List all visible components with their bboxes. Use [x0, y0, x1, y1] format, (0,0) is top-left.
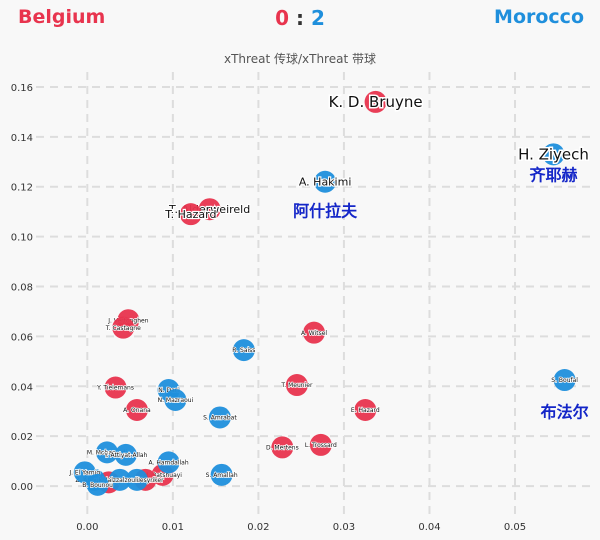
y-tick-label: 0.08 — [11, 283, 33, 294]
point-label: A. Hamdallah — [149, 459, 189, 466]
data-point — [95, 441, 118, 464]
point-label: J. El Yamiq — [68, 469, 100, 476]
data-point — [104, 376, 127, 399]
point-label: N. Dari — [158, 387, 179, 394]
y-tick-label: 0.06 — [11, 332, 33, 343]
data-point — [157, 451, 180, 474]
data-point — [125, 468, 148, 491]
data-point — [285, 374, 308, 397]
data-point — [198, 198, 221, 221]
point-label: M. Mohamedi — [87, 449, 128, 456]
point-label: L. Trossard — [305, 442, 337, 449]
data-point — [208, 406, 231, 429]
point-label: A. Onana — [123, 407, 151, 414]
data-point — [542, 143, 565, 166]
data-point — [108, 468, 131, 491]
point-label: A. Hakimi — [299, 176, 352, 189]
point-label: T. Hazard — [164, 208, 216, 221]
point-label: A. Witsel — [301, 330, 327, 337]
series-morocco: H. Ziyech A. Hakimi R. Saiss S. Boufal N. Da… — [68, 143, 590, 496]
data-point — [271, 436, 294, 459]
data-point — [86, 473, 109, 496]
data-point — [210, 463, 233, 486]
point-label: T. Meunier — [280, 382, 313, 389]
score-left: 0 — [275, 6, 290, 30]
score: 0 : 2 — [0, 6, 600, 30]
annotation-label: 齐耶赫 — [529, 166, 577, 185]
point-label: S. Amrabat — [203, 415, 237, 422]
x-tick-label: 0.04 — [418, 522, 440, 533]
x-tick-label: 0.01 — [162, 522, 184, 533]
data-point — [309, 433, 332, 456]
data-point — [364, 90, 387, 113]
point-label: N. Mazraoui — [158, 397, 194, 404]
data-point — [354, 398, 377, 421]
team-left-name: Belgium — [18, 6, 106, 28]
x-tick-label: 0.00 — [76, 522, 98, 533]
x-tick-label: 0.02 — [247, 522, 269, 533]
point-label: A. Ezzalzouli — [101, 477, 139, 484]
point-label: Y. Attiyat-Allah — [103, 452, 147, 459]
score-separator: : — [296, 6, 304, 30]
point-label: R. Saiss — [232, 347, 255, 354]
annotation-label: 布法尔 — [541, 402, 589, 421]
point-label: S. Boufal — [551, 377, 578, 384]
y-tick-label: 0.12 — [11, 183, 33, 194]
point-label: B. Bounou — [82, 482, 113, 489]
chart-subtitle: xThreat 传球/xThreat 带球 — [224, 52, 376, 66]
data-point — [314, 170, 337, 193]
point-label: M. Batshuayi — [143, 472, 182, 479]
point-label: T. Castagne — [105, 325, 141, 332]
data-point — [303, 321, 325, 344]
point-label: H. Ziyech — [518, 146, 589, 164]
data-point — [232, 339, 255, 362]
y-tick-label: 0.16 — [11, 83, 33, 94]
point-label: S. Amallah — [206, 472, 238, 479]
team-right-name: Morocco — [494, 6, 584, 28]
data-point — [164, 389, 187, 412]
point-label: E. Hazard — [351, 407, 380, 414]
point-label: D. Mertens — [266, 445, 299, 452]
annotation-label: 阿什拉夫 — [293, 202, 358, 221]
point-label: Meunier — [97, 479, 122, 486]
point-label: K. D. Bruyne — [329, 93, 423, 111]
data-point — [112, 316, 135, 339]
data-point — [125, 398, 148, 421]
data-point — [179, 203, 202, 226]
x-tick-label: 0.03 — [333, 522, 355, 533]
y-tick-label: 0.00 — [11, 482, 33, 493]
y-tick-label: 0.04 — [11, 382, 33, 393]
data-point — [553, 369, 576, 392]
y-tick-label: 0.10 — [11, 233, 33, 244]
point-label: Y. En-Nesyri — [118, 477, 154, 484]
score-right: 2 — [310, 6, 325, 30]
y-tick-label: 0.02 — [11, 432, 33, 443]
point-label: Y. Tielemans — [96, 385, 134, 392]
y-tick-label: 0.14 — [11, 133, 33, 144]
x-tick-label: 0.05 — [504, 522, 526, 533]
data-point — [114, 443, 137, 466]
